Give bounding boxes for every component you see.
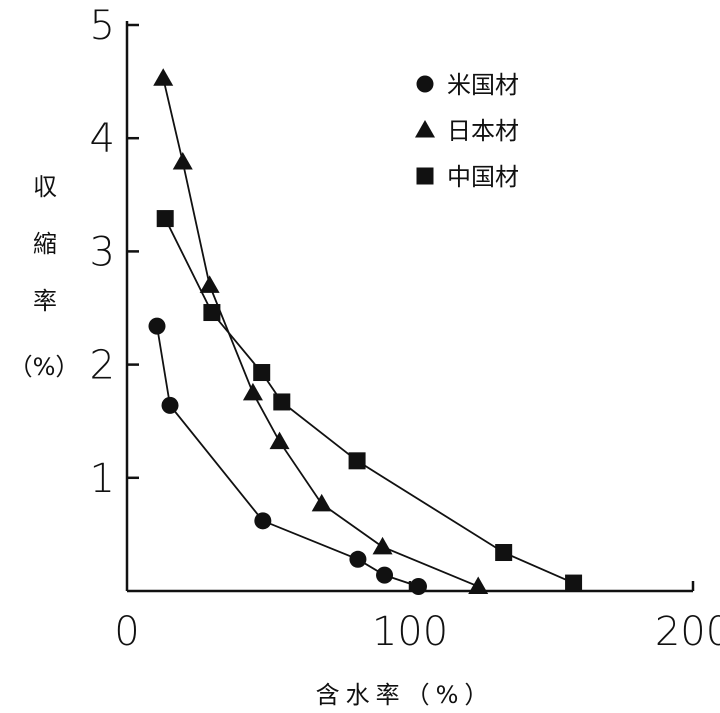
legend-item-square: 中国材 [416,163,519,191]
data-point-square [348,452,366,470]
y-axis-label-part: 縮 [33,230,57,258]
data-point-circle [349,550,367,568]
y-axis-label-part: （%） [9,353,80,381]
data-point-circle [376,566,394,584]
legend-marker-square [416,167,434,185]
data-point-triangle [153,68,174,86]
series-square [156,210,583,592]
x-axis-label: 含水率（%） [316,681,495,709]
y-axis-label: 収縮率 （%） [9,173,80,381]
y-tick-label-2: 2 [90,343,115,389]
legend-item-triangle: 日本材 [415,117,519,145]
data-point-triangle [372,536,393,555]
data-point-triangle [269,431,290,450]
legend-label: 中国材 [447,163,519,191]
data-point-circle [254,512,272,530]
data-point-square [273,393,291,411]
y-tick-label-5: 5 [90,3,115,49]
data-point-circle [148,317,166,335]
data-point-triangle [199,275,220,293]
y-tick-label-3: 3 [90,229,115,275]
series-circle [148,317,427,595]
y-tick-label-4: 4 [90,116,115,162]
data-point-triangle [242,382,263,401]
legend-marker-circle [416,75,434,93]
data-point-square [565,574,583,592]
y-axis-label-part: 率 [33,287,57,315]
data-point-triangle [172,151,193,170]
series-line-triangle [162,77,479,588]
legend-item-circle: 米国材 [416,71,519,99]
data-point-square [253,364,271,382]
y-tick-label-1: 1 [90,456,115,502]
data-point-square [495,544,513,562]
data-point-square [156,210,174,228]
data-point-triangle [468,576,489,594]
series-line-square [164,218,574,584]
legend-marker-triangle [415,120,435,138]
x-tick-label-0: 0 [114,609,139,655]
y-axis-label-part: 収 [33,173,57,201]
data-point-triangle [311,493,332,512]
data-point-square [203,304,221,322]
x-tick-label-100: 100 [372,609,448,655]
legend-label: 米国材 [447,71,519,99]
x-tick-label-200: 200 [655,609,720,655]
legend-label: 日本材 [447,117,519,145]
data-point-circle [161,396,179,414]
data-point-circle [409,577,427,595]
series-triangle [153,68,489,594]
